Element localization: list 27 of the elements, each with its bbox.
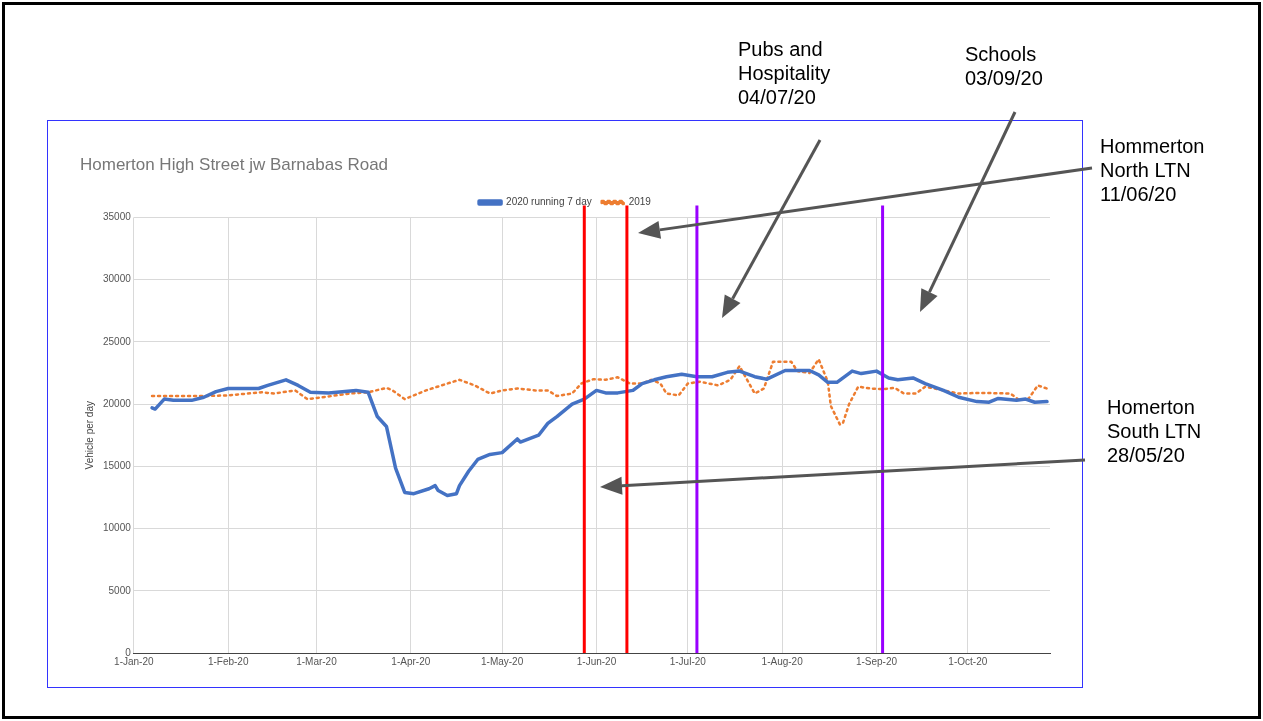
x-tick-label: 1-May-20: [480, 655, 524, 667]
text: Pubs and Hospitality 04/07/20: [738, 37, 831, 108]
x-tick-label: 1-Oct-20: [948, 655, 988, 667]
x-tick-label: 1-Apr-20: [391, 655, 431, 667]
y-tick-label: 25000: [103, 335, 132, 347]
x-tick-label: 1-Aug-20: [761, 655, 804, 667]
y-tick-label: 15000: [103, 460, 132, 472]
y-tick-label: 10000: [103, 522, 132, 534]
y-tick-label: 30000: [103, 273, 132, 285]
x-tick-label: 1-Jun-20: [576, 655, 617, 667]
x-tick-label: 1-Feb-20: [207, 655, 249, 667]
x-tick-label: 1-Jan-20: [114, 655, 154, 667]
y-tick-label: 5000: [108, 584, 132, 596]
y-tick-label: 20000: [103, 397, 132, 409]
text: Schools 03/09/20: [965, 42, 1043, 89]
x-tick-label: 1-Sep-20: [855, 655, 898, 667]
text: Homerton South LTN 28/05/20: [1107, 395, 1202, 466]
x-tick-label: 1-Mar-20: [296, 655, 338, 667]
legend-label: 2019: [628, 196, 652, 208]
y-tick-label: 0: [125, 646, 132, 658]
y-tick-label: 35000: [103, 211, 132, 223]
line-series: [150, 358, 1049, 426]
y-axis-title: Vehicle per day: [83, 401, 95, 470]
x-tick-label: 1-Jul-20: [669, 655, 707, 667]
text: Hommerton North LTN 11/06/20: [1100, 134, 1205, 205]
legend-label: 2020 running 7 day: [506, 196, 592, 208]
chart-title: Homerton High Street jw Barnabas Road: [80, 154, 389, 174]
